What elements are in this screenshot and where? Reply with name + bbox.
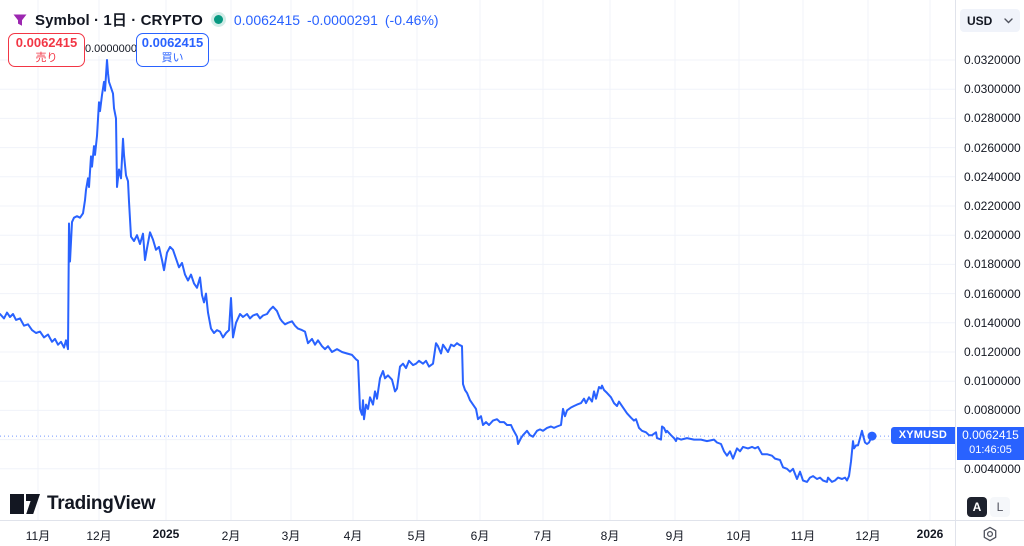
- last-price-axis-badge: 0.0062415 01:46:05: [957, 427, 1024, 461]
- time-axis-label: 2月: [221, 529, 241, 543]
- price-axis-label: 0.0260000: [964, 140, 1021, 155]
- price-axis-label: 0.0280000: [964, 111, 1021, 126]
- price-axis-label: 0.0320000: [964, 53, 1021, 67]
- chevron-down-icon: [1004, 17, 1013, 23]
- price-axis-label: 0.0160000: [964, 286, 1021, 301]
- price-axis-label: 0.0240000: [964, 169, 1021, 184]
- time-axis-label: 8月: [600, 529, 620, 543]
- market-status-dot: [213, 15, 223, 24]
- time-axis-label: 7月: [533, 529, 553, 543]
- tradingview-logo-text: TradingView: [47, 493, 156, 514]
- currency-selector[interactable]: USD: [960, 9, 1020, 32]
- price-axis-label: 0.0040000: [964, 461, 1021, 476]
- spread-value: 0.0000000: [85, 42, 137, 56]
- trade-buttons: 0.0062415 売り 0.0000000 0.0062415 買い: [8, 33, 218, 68]
- price-axis-label: 0.0120000: [964, 345, 1021, 359]
- time-axis-label: 4月: [343, 529, 363, 543]
- price-axis-label: 0.0200000: [964, 228, 1021, 243]
- time-axis-label: 10月: [726, 529, 752, 543]
- badge-price: 0.0062415: [962, 428, 1019, 443]
- currency-label: USD: [967, 13, 993, 28]
- buy-label: 買い: [161, 51, 184, 64]
- time-axis[interactable]: 11月 12月 2025 2月 3月 4月 5月 6月 7月 8月 9月 10月 11月 12月 2026: [0, 520, 955, 546]
- symbol-title[interactable]: Symbol · 1日 · CRYPTO: [35, 12, 203, 29]
- sell-price: 0.0062415: [15, 35, 78, 51]
- buy-button[interactable]: 0.0062415 買い: [136, 33, 209, 67]
- scale-mode-buttons: A L: [967, 497, 1010, 517]
- time-axis-label: 5月: [407, 529, 427, 543]
- price-axis-label: 0.0220000: [964, 199, 1021, 213]
- badge-countdown: 01:46:05: [969, 444, 1012, 457]
- time-axis-label: 9月: [665, 529, 685, 543]
- price-axis-label: 0.0100000: [964, 374, 1021, 389]
- time-axis-label: 3月: [281, 529, 301, 543]
- time-axis-label: 6月: [470, 529, 490, 543]
- price-line-chart: [0, 0, 955, 520]
- price-axis-label: 0.0080000: [964, 403, 1021, 418]
- tradingview-logo-mark: [10, 494, 40, 514]
- price-change-value: -0.0000291: [307, 11, 378, 28]
- price-change-percent: (-0.46%): [384, 11, 439, 28]
- price-axis-label: 0.0300000: [964, 82, 1021, 97]
- axis-settings-corner: [955, 520, 1024, 546]
- chart-header: Symbol · 1日 · CRYPTO 0.0062415 -0.000029…: [12, 9, 439, 30]
- last-price-value: 0.0062415: [233, 11, 301, 28]
- time-axis-label: 11月: [25, 529, 51, 543]
- time-axis-label: 2026: [916, 527, 944, 541]
- price-axis[interactable]: USD A L 0.0320000 0.0300000 0.0280000 0.026…: [955, 0, 1024, 520]
- auto-scale-button[interactable]: A: [967, 497, 987, 517]
- quote-values: 0.0062415 -0.0000291 (-0.46%): [234, 12, 439, 28]
- gear-icon[interactable]: [981, 525, 999, 543]
- price-axis-label: 0.0180000: [964, 257, 1021, 272]
- symbol-logo-icon: [12, 12, 28, 28]
- sell-button[interactable]: 0.0062415 売り: [8, 33, 85, 67]
- time-axis-label: 12月: [86, 529, 112, 543]
- tradingview-logo[interactable]: TradingView: [10, 493, 156, 515]
- price-axis-label: 0.0140000: [964, 315, 1021, 330]
- time-axis-label: 12月: [855, 529, 881, 543]
- log-scale-button[interactable]: L: [990, 497, 1010, 517]
- time-axis-label: 11月: [790, 529, 816, 543]
- buy-price: 0.0062415: [141, 35, 204, 51]
- chart-plot-area[interactable]: Symbol · 1日 · CRYPTO 0.0062415 -0.000029…: [0, 0, 955, 520]
- sell-label: 売り: [35, 51, 58, 64]
- last-price-symbol-tag: XYMUSD: [890, 427, 955, 445]
- time-axis-label: 2025: [152, 527, 180, 541]
